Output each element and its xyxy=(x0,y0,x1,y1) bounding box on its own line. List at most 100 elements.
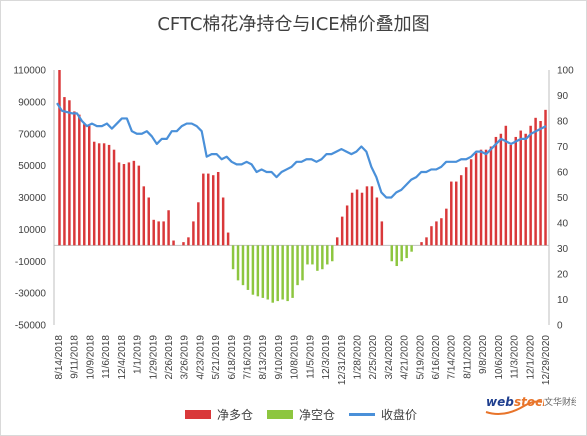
bar xyxy=(107,144,111,246)
x-tick-label: 1/29/2019 xyxy=(148,335,159,380)
x-tick-label: 7/16/2019 xyxy=(243,335,254,380)
right-tick-label: 0 xyxy=(557,321,563,332)
bar xyxy=(499,133,503,246)
bar xyxy=(97,143,101,246)
bar xyxy=(167,210,170,246)
x-tick-label: 4/23/2019 xyxy=(195,335,206,380)
left-axis-ticks: -50000 -30000 -10000 10000 30000 50000 70000 90… xyxy=(13,66,46,332)
bar xyxy=(519,130,522,246)
bar xyxy=(197,202,200,246)
x-tick-label: 8/11/2020 xyxy=(463,335,474,379)
bar xyxy=(326,245,329,265)
bar xyxy=(474,152,478,246)
x-tick-label: 12/31/2019 xyxy=(337,335,348,385)
bar xyxy=(450,181,453,246)
bar xyxy=(390,245,394,262)
legend-item-net-short: 净空仓 xyxy=(267,406,335,423)
legend-label-net-long: 净多仓 xyxy=(217,407,254,422)
bar xyxy=(207,173,210,246)
bar xyxy=(246,245,250,290)
x-tick-label: 11/5/2019 xyxy=(305,335,316,379)
bar xyxy=(73,111,76,246)
x-tick-label: 3/24/2020 xyxy=(384,335,395,380)
x-tick-label: 9/8/2020 xyxy=(478,335,489,374)
bar xyxy=(494,136,498,246)
left-tick-label: -10000 xyxy=(15,257,47,268)
x-tick-label: 2/26/2019 xyxy=(164,335,175,380)
x-tick-label: 9/10/2019 xyxy=(274,335,285,380)
bar xyxy=(405,245,408,259)
x-tick-label: 2/25/2020 xyxy=(368,335,379,380)
bar xyxy=(266,245,270,300)
legend-swatch-net-short xyxy=(267,409,294,419)
bar xyxy=(251,245,255,295)
x-tick-label: 5/19/2020 xyxy=(415,335,426,380)
webstock-logo: web stock 文华财经 xyxy=(484,392,576,422)
webstock-logo-mark: web stock xyxy=(485,395,544,415)
right-axis-ticks: 0 10 20 30 40 50 60 70 80 90 100 xyxy=(557,66,574,332)
bar xyxy=(83,124,86,246)
x-axis-ticks: 8/14/2018 9/11/2018 10/9/2018 11/6/2018 12/4… xyxy=(54,335,552,385)
bar xyxy=(88,125,91,246)
bar xyxy=(355,189,359,246)
svg-text:web: web xyxy=(486,395,514,409)
bar xyxy=(380,221,384,246)
x-tick-label: 8/14/2018 xyxy=(54,335,65,380)
right-tick-label: 30 xyxy=(557,244,569,255)
bar xyxy=(464,167,468,246)
bar xyxy=(534,117,537,246)
bar xyxy=(539,121,542,246)
bar xyxy=(350,192,354,246)
right-tick-label: 70 xyxy=(557,142,569,153)
bar xyxy=(459,175,463,246)
right-tick-label: 50 xyxy=(557,193,569,204)
bar xyxy=(132,160,136,246)
bar xyxy=(147,197,150,246)
bar xyxy=(296,245,299,286)
bar xyxy=(162,221,165,246)
left-tick-label: 70000 xyxy=(18,129,46,140)
bar xyxy=(425,237,428,246)
bar xyxy=(226,232,230,246)
right-tick-label: 80 xyxy=(557,117,569,128)
bar xyxy=(321,245,324,270)
bar xyxy=(192,221,195,246)
svg-text:文华财经: 文华财经 xyxy=(544,396,576,408)
bar xyxy=(142,186,146,246)
bar xyxy=(440,218,443,246)
bar xyxy=(137,165,141,246)
x-tick-label: 5/21/2019 xyxy=(211,335,222,380)
right-tick-label: 40 xyxy=(557,219,569,230)
bar xyxy=(241,245,245,286)
bar xyxy=(202,173,205,246)
bar xyxy=(331,245,334,262)
x-tick-label: 6/18/2019 xyxy=(227,335,238,380)
x-tick-label: 10/9/2018 xyxy=(85,335,96,380)
bar xyxy=(102,143,106,246)
bar xyxy=(152,219,155,246)
bar xyxy=(231,245,235,270)
svg-text:stock: stock xyxy=(514,395,544,409)
x-tick-label: 1/1/2019 xyxy=(133,335,144,374)
left-tick-label: 30000 xyxy=(18,193,46,204)
bar xyxy=(435,221,438,246)
right-tick-label: 60 xyxy=(557,168,569,179)
bar xyxy=(365,186,369,246)
x-tick-label: 10/6/2020 xyxy=(494,335,505,380)
right-tick-label: 100 xyxy=(557,66,574,77)
bar xyxy=(236,245,240,281)
legend-swatch-close xyxy=(349,412,376,416)
bar xyxy=(68,100,71,246)
x-tick-label: 3/26/2019 xyxy=(180,335,191,380)
x-tick-label: 12/3/2019 xyxy=(321,335,332,380)
bar xyxy=(301,245,304,281)
left-tick-label: 110000 xyxy=(13,66,46,77)
bar xyxy=(375,197,379,246)
bar xyxy=(112,149,116,246)
x-tick-label: 8/13/2019 xyxy=(258,335,269,380)
x-tick-label: 12/29/2020 xyxy=(541,335,552,385)
bar xyxy=(122,164,126,246)
x-tick-label: 6/16/2020 xyxy=(431,335,442,380)
